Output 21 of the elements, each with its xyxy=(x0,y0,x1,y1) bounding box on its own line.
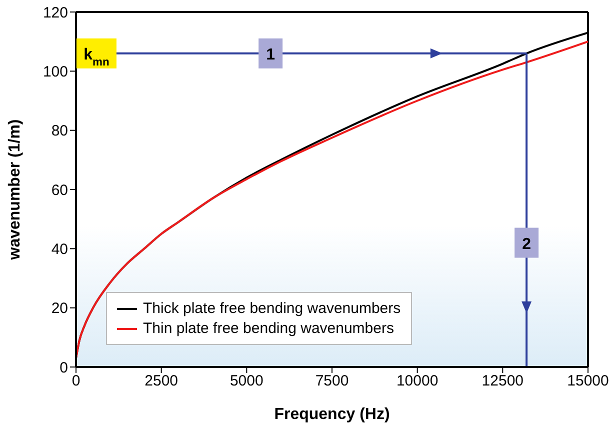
x-tick-label: 12500 xyxy=(482,372,524,390)
legend-label: Thick plate free bending wavenumbers xyxy=(143,300,401,317)
y-tick-label: 0 xyxy=(60,359,68,376)
y-tick-label: 120 xyxy=(42,4,68,22)
x-axis-title: Frequency (Hz) xyxy=(274,406,390,423)
y-axis-title: wavenumber (1/m) xyxy=(6,119,24,261)
y-tick-label: 100 xyxy=(42,63,68,80)
x-tick-label: 2500 xyxy=(144,372,178,390)
annotation: k$_{mn}$ xyxy=(84,46,110,68)
x-tick-label: 7500 xyxy=(315,372,349,390)
x-tick-label: 5000 xyxy=(230,372,264,390)
y-tick-label: 80 xyxy=(51,122,68,140)
x-tick-label: 0 xyxy=(72,372,80,390)
y-tick-label: 60 xyxy=(51,182,68,199)
annotation: 2 xyxy=(522,236,532,253)
legend-label: Thin plate free bending wavenumbers xyxy=(143,320,394,337)
annotation: 1 xyxy=(266,46,276,64)
x-tick-label: 10000 xyxy=(396,372,438,390)
y-tick-label: 20 xyxy=(51,300,68,318)
x-tick-label: 15000 xyxy=(567,372,609,390)
y-tick-label: 40 xyxy=(51,240,68,258)
